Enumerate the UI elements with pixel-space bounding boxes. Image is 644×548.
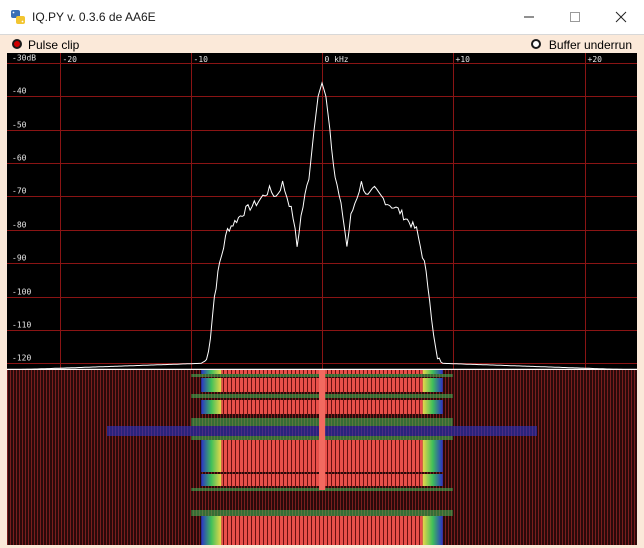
waterfall-band [221,530,423,545]
window-title: IQ.PY v. 0.3.6 de AA6E [32,10,156,24]
y-tick-label: -100 [12,288,31,297]
buffer-underrun-label: Buffer underrun [548,38,632,52]
x-tick-label: -10 [194,55,209,64]
y-tick-label: -90 [12,254,27,263]
minimize-icon [524,16,534,18]
status-bar: Pulse clip Buffer underrun [0,35,644,53]
title-bar[interactable]: IQ.PY v. 0.3.6 de AA6E [0,0,644,35]
waterfall-edge [422,474,443,486]
close-button[interactable] [598,0,644,34]
waterfall-edge [201,400,222,414]
waterfall-edge [201,474,222,486]
waterfall-edge [422,378,443,392]
minimize-button[interactable] [506,0,552,34]
spectrum-plot[interactable]: -20 -10 0 kHz +10 +20 -30dB -40 -50 -60 -70 -80 -9… [7,53,637,370]
maximize-button[interactable] [552,0,598,34]
close-icon [615,11,627,23]
waterfall-edge [201,530,222,545]
python-icon [11,10,25,24]
waterfall-band [221,516,423,530]
waterfall-edge [201,440,222,460]
waterfall-edge [422,440,443,460]
x-tick-label: 0 kHz [325,55,349,64]
pulse-clip-label: Pulse clip [28,38,80,52]
y-tick-label: -120 [12,354,31,363]
x-tick-label: +10 [456,55,471,64]
waterfall-edge [422,516,443,530]
pulse-clip-indicator-icon [12,39,22,49]
y-tick-label: -30dB [12,54,36,63]
spectrum-grid [7,53,637,370]
maximize-icon [570,12,580,22]
waterfall-edge [201,460,222,472]
waterfall-edge [422,400,443,414]
frequency-axis: -20 -10 0 kHz +10 +20 [63,55,603,64]
buffer-underrun-indicator-icon [531,39,541,49]
x-tick-label: -20 [63,55,78,64]
y-tick-label: -40 [12,87,27,96]
waterfall-edge [201,370,222,374]
waterfall-edge [201,378,222,392]
y-tick-label: -60 [12,154,27,163]
waterfall-edge [422,460,443,472]
y-tick-label: -50 [12,121,27,130]
waterfall-edge [422,370,443,374]
waterfall-band [191,510,453,516]
x-tick-label: +20 [588,55,603,64]
level-axis: -30dB -40 -50 -60 -70 -80 -90 -100 -110 -120 [12,54,36,363]
y-tick-label: -110 [12,321,31,330]
waterfall-display[interactable] [7,370,637,545]
waterfall-carrier [319,370,325,490]
y-tick-label: -70 [12,187,27,196]
spectrum-trace [7,81,637,370]
y-tick-label: -80 [12,221,27,230]
waterfall-edge [201,516,222,530]
waterfall-signal [107,370,537,545]
waterfall-edge [422,530,443,545]
